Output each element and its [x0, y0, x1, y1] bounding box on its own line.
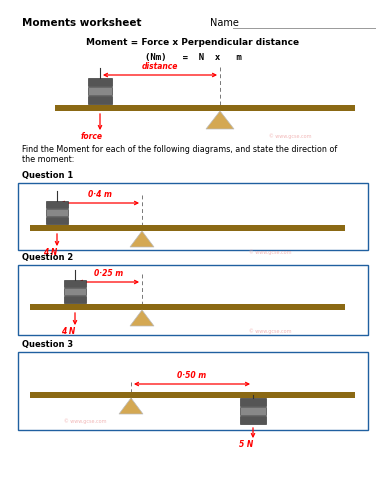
Text: force: force [81, 132, 103, 141]
Bar [46, 217, 68, 224]
Text: Question 2: Question 2 [22, 253, 73, 262]
Text: © www.gcse.com: © www.gcse.com [64, 418, 106, 424]
Bar [64, 280, 86, 287]
Bar [18, 183, 368, 250]
Bar [88, 78, 112, 86]
Text: Question 3: Question 3 [22, 340, 73, 349]
Bar [64, 288, 86, 295]
Text: © www.gcse.com: © www.gcse.com [249, 249, 291, 254]
Text: © www.gcse.com: © www.gcse.com [249, 328, 291, 334]
Bar [64, 296, 86, 303]
Bar [30, 392, 355, 398]
Text: Name: Name [210, 18, 239, 28]
Text: Question 1: Question 1 [22, 171, 73, 180]
Polygon shape [119, 398, 143, 414]
Text: 4 N: 4 N [43, 248, 57, 257]
Text: Moments worksheet: Moments worksheet [22, 18, 142, 28]
Text: 0·50 m: 0·50 m [178, 371, 207, 380]
Bar [46, 209, 68, 216]
Bar [240, 398, 266, 406]
Bar [46, 201, 68, 208]
Text: Moment = Force x Perpendicular distance: Moment = Force x Perpendicular distance [86, 38, 300, 47]
Bar [240, 416, 266, 424]
Bar [55, 105, 355, 111]
Bar [30, 304, 345, 310]
Text: distance: distance [142, 62, 178, 71]
Bar [18, 352, 368, 430]
Bar [30, 225, 345, 231]
Polygon shape [130, 310, 154, 326]
Bar [88, 96, 112, 104]
Polygon shape [206, 111, 234, 129]
Text: Find the Moment for each of the following diagrams, and state the direction of
t: Find the Moment for each of the followin… [22, 145, 337, 165]
Text: 5 N: 5 N [239, 440, 253, 449]
Text: © www.gcse.com: © www.gcse.com [269, 133, 311, 138]
Polygon shape [130, 231, 154, 247]
Text: (Nm)   =  N  x   m: (Nm) = N x m [145, 53, 241, 62]
Text: 4 N: 4 N [61, 327, 75, 336]
Text: 0·4 m: 0·4 m [88, 190, 112, 199]
Bar [88, 87, 112, 95]
Bar [18, 265, 368, 335]
Bar [240, 407, 266, 415]
Text: 0·25 m: 0·25 m [94, 269, 123, 278]
